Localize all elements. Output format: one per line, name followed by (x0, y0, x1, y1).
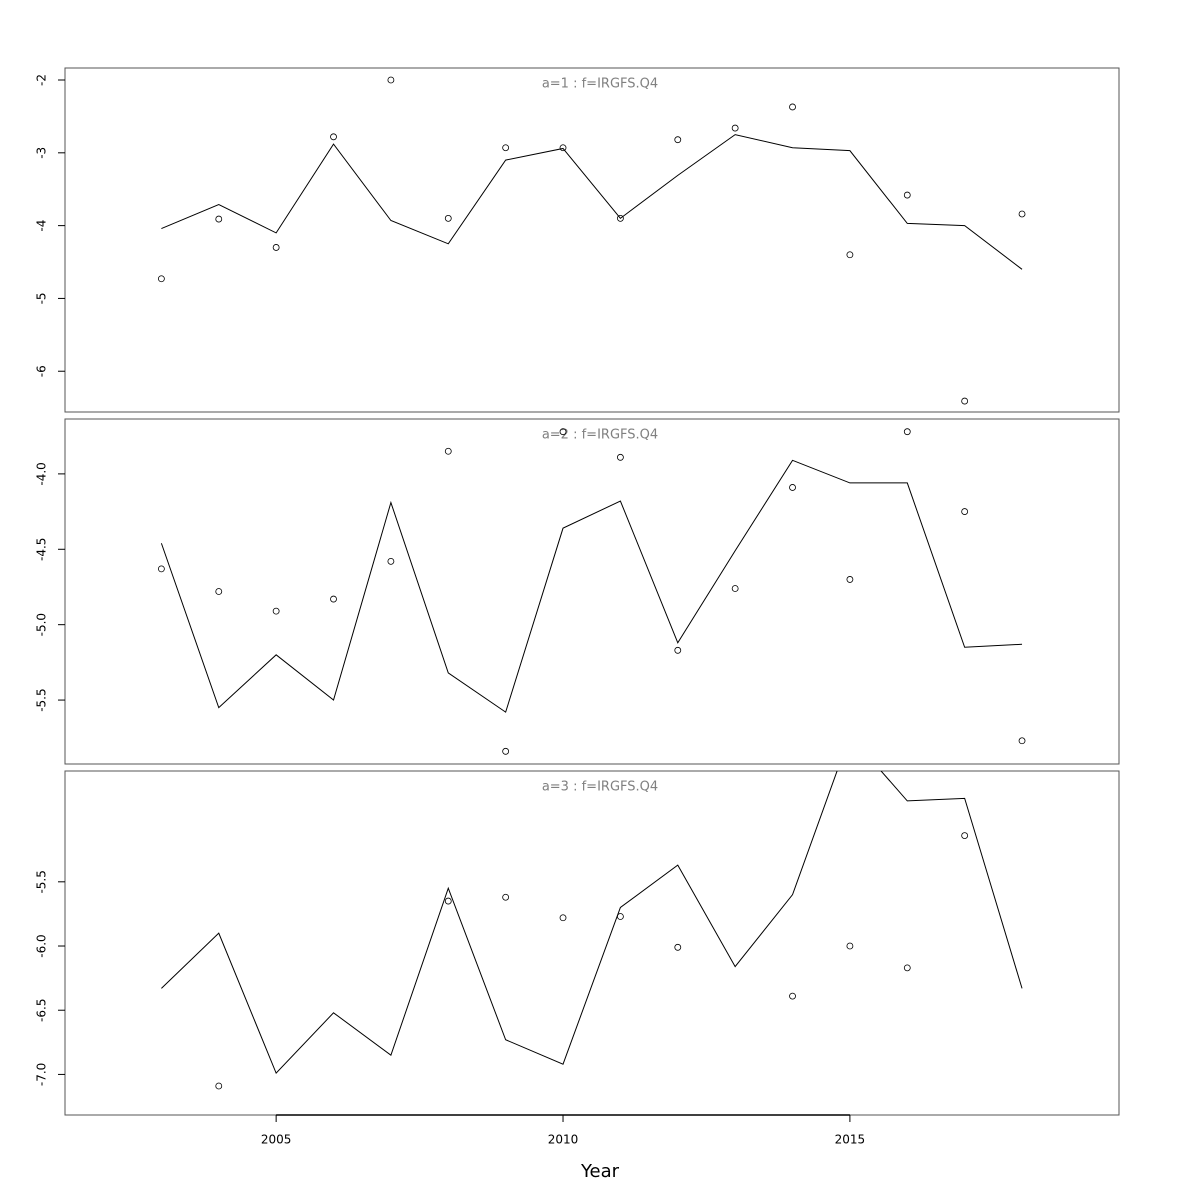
data-point (387, 557, 395, 565)
data-point (1018, 210, 1026, 218)
data-point (559, 428, 567, 436)
x-tick-label: 2005 (261, 1133, 292, 1147)
data-point (215, 588, 223, 595)
data-point (215, 215, 223, 223)
data-point (1018, 737, 1026, 745)
y-tick-label: -4.0 (35, 462, 49, 485)
data-point (157, 275, 165, 283)
plot-area (161, 771, 1023, 1090)
fit-line (161, 771, 1023, 1075)
data-point (330, 595, 337, 603)
data-point (674, 943, 682, 951)
plot-area (157, 428, 1026, 755)
data-point (674, 646, 682, 654)
y-tick-label: -5.5 (35, 688, 49, 711)
data-point (789, 103, 796, 111)
data-point (961, 397, 969, 405)
data-point (559, 914, 567, 922)
y-tick-label: -4 (35, 220, 49, 232)
panel-title: a=3 : f=IRGFS.Q4 (542, 780, 658, 795)
y-tick-label: -6.0 (35, 934, 49, 957)
data-point (789, 992, 796, 1000)
data-point (215, 1082, 223, 1090)
y-tick-label: -5.0 (35, 613, 49, 636)
x-axis-title: Year (580, 1161, 620, 1182)
data-point (444, 214, 452, 222)
data-point (502, 893, 510, 901)
data-point (903, 964, 911, 972)
data-point (157, 565, 165, 573)
data-point (846, 576, 854, 583)
data-point (961, 832, 969, 839)
plot-area (157, 76, 1026, 405)
data-point (272, 244, 280, 251)
data-point (444, 447, 452, 455)
x-tick-label: 2015 (835, 1133, 866, 1147)
data-point (330, 133, 337, 141)
y-tick-label: -6.5 (35, 999, 49, 1022)
data-point (903, 191, 911, 199)
data-point (846, 251, 854, 259)
data-point (559, 144, 567, 152)
data-point (617, 214, 624, 222)
data-point (731, 585, 739, 592)
y-tick-label: -4.5 (35, 538, 49, 561)
data-point (961, 508, 969, 515)
data-point (387, 76, 395, 84)
x-tick-label: 2010 (548, 1133, 579, 1147)
panel-title: a=1 : f=IRGFS.Q4 (542, 77, 658, 92)
data-point (502, 747, 510, 755)
data-point (789, 484, 796, 491)
data-point (846, 942, 854, 950)
data-point (674, 136, 682, 144)
panel-frame (64, 67, 1120, 413)
data-point (272, 607, 280, 615)
data-point (502, 144, 510, 152)
fit-line (160, 459, 1023, 713)
y-tick-label: -5.5 (35, 870, 49, 893)
y-tick-label: -7.0 (35, 1063, 49, 1086)
panel-frame (64, 418, 1120, 765)
data-point (617, 453, 624, 461)
y-tick-label: -3 (35, 147, 49, 159)
data-point (731, 124, 739, 132)
panel-title: a=2 : f=IRGFS.Q4 (542, 428, 658, 443)
y-tick-label: -6 (35, 365, 49, 377)
y-tick-label: -2 (35, 74, 49, 86)
fit-line (161, 134, 1023, 270)
y-tick-label: -5 (35, 292, 49, 304)
data-point (444, 897, 452, 905)
data-point (903, 428, 911, 436)
